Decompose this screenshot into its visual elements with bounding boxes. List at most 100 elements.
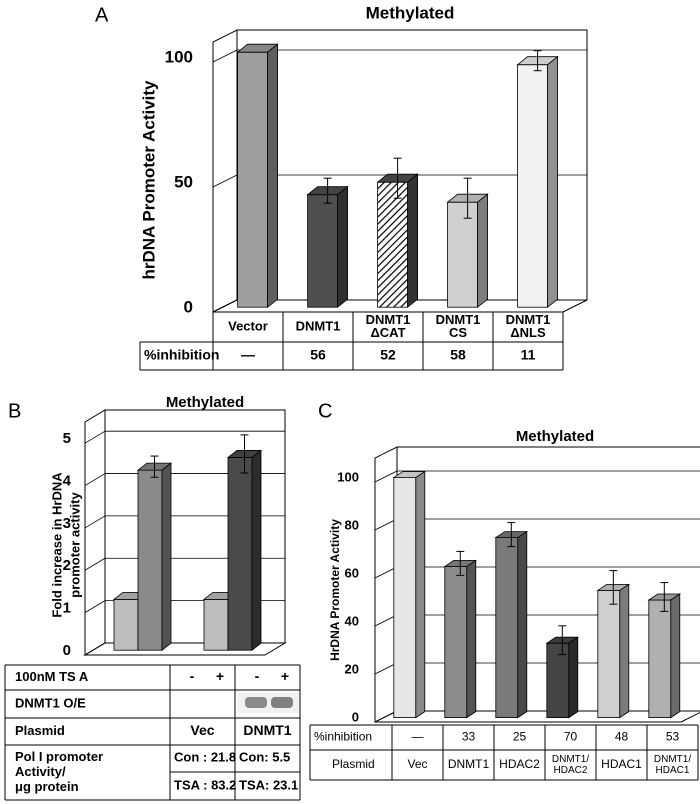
error-bar	[240, 434, 249, 474]
bar-front	[203, 598, 229, 651]
cell-text: CS	[449, 325, 467, 340]
cell-text: HDAC2	[554, 765, 588, 776]
cell-text: 33	[462, 730, 476, 744]
error-bar	[558, 625, 567, 656]
cell-text: DNMT1	[243, 722, 291, 738]
bar-front	[495, 537, 519, 718]
y-axis-label: hrDNA Promoter Activity	[139, 80, 158, 280]
y-axis-label: promoter activity	[67, 491, 82, 597]
error-bar	[463, 177, 472, 219]
bar-front	[377, 181, 409, 308]
cell-text: Vec	[190, 722, 214, 738]
grid-line-side	[84, 430, 106, 444]
panel-label: A	[95, 4, 109, 26]
row-label: Plasmid	[15, 723, 65, 738]
cell-text: TSA: 23.1	[239, 777, 298, 792]
grid-line-side	[84, 557, 106, 571]
cell-text: —	[241, 347, 255, 363]
y-tick-label: 40	[345, 613, 359, 628]
bar-front	[597, 590, 621, 719]
blot-band	[271, 697, 293, 708]
y-tick-label: 4	[63, 473, 72, 490]
bar	[226, 449, 263, 652]
cell-text: Con : 21.8	[174, 749, 236, 764]
y-tick-label: 100	[337, 469, 359, 484]
panel-label: B	[8, 400, 21, 422]
chart-title: Methylated	[366, 3, 455, 22]
grid-line-side	[212, 49, 238, 63]
bar	[136, 462, 173, 652]
bar-side	[547, 55, 558, 309]
side-wall	[84, 409, 106, 656]
row-label: DNMT1 O/E	[15, 695, 86, 710]
bar-side	[337, 185, 349, 309]
y-axis-label: Fold increase in HrDNA	[49, 472, 64, 618]
error-bar	[507, 522, 516, 548]
grid-line-side	[374, 518, 398, 531]
bar	[236, 43, 279, 309]
row-label: %inhibition	[144, 347, 219, 363]
bar-side	[161, 462, 172, 652]
bar-side	[415, 470, 426, 719]
chart-title: Methylated	[516, 428, 594, 445]
bar-front	[237, 51, 269, 308]
bar	[494, 530, 529, 719]
bar	[306, 185, 349, 309]
cell-text: Pol I promoter	[15, 749, 103, 764]
bar	[446, 193, 489, 309]
bar-side	[466, 559, 477, 719]
cell-text: HDAC1	[601, 757, 642, 771]
bar-side	[407, 173, 419, 309]
bar-front	[648, 599, 672, 718]
cell-text: TSA : 83.2	[174, 777, 236, 792]
bar	[647, 593, 682, 719]
grid-line-side	[374, 662, 398, 675]
cell-text: 52	[380, 347, 396, 363]
bar-front	[444, 566, 468, 719]
bar-side	[568, 636, 579, 719]
cell-text: DNMT1	[448, 757, 490, 771]
cell-text: 53	[666, 730, 680, 744]
bar-side	[477, 193, 489, 309]
y-tick-label: 60	[345, 565, 359, 580]
cell-text: 56	[310, 347, 326, 363]
legend-label: -	[255, 668, 260, 684]
y-tick-label: 2	[63, 557, 71, 574]
cell-text: 25	[513, 730, 527, 744]
cell-text: 11	[521, 347, 536, 363]
y-tick-label: 80	[345, 517, 359, 532]
row-label: 100nM TS A	[15, 669, 89, 684]
bar-side	[251, 449, 262, 652]
cell-text: HDAC2	[499, 757, 540, 771]
bar-side	[267, 43, 279, 309]
grid-line-side	[374, 614, 398, 627]
cell-text: 58	[450, 347, 466, 363]
error-bar	[533, 50, 542, 72]
cell-text: DNMT1	[506, 312, 551, 327]
cell-text: ΔNLS	[510, 325, 546, 340]
error-bar	[393, 157, 402, 199]
bar-front	[307, 194, 339, 308]
cell-text: μg protein	[15, 779, 79, 794]
cell-text: Activity/	[15, 764, 66, 779]
cell-text: Vec	[407, 757, 427, 771]
bar	[516, 55, 559, 309]
blot-band	[245, 697, 267, 708]
cell-text: —	[412, 730, 424, 744]
cell-text: HDAC1	[656, 765, 690, 776]
y-tick-label: 5	[63, 430, 71, 447]
cell-text: DNMT1/	[552, 754, 589, 765]
grid-line-side	[84, 600, 106, 613]
y-tick-label: 20	[345, 661, 359, 676]
bar-side	[517, 530, 528, 719]
bar-side	[619, 583, 630, 719]
grid-line-side	[374, 710, 398, 723]
y-tick-label: 0	[352, 709, 359, 724]
bar	[392, 470, 427, 719]
legend-label: -	[190, 668, 195, 684]
cell-text: DNMT1/	[654, 754, 691, 765]
grid-line-side	[84, 473, 106, 486]
cell-text: Con: 5.5	[239, 749, 290, 764]
y-tick-label: 100	[165, 47, 193, 66]
error-bar	[660, 582, 669, 612]
